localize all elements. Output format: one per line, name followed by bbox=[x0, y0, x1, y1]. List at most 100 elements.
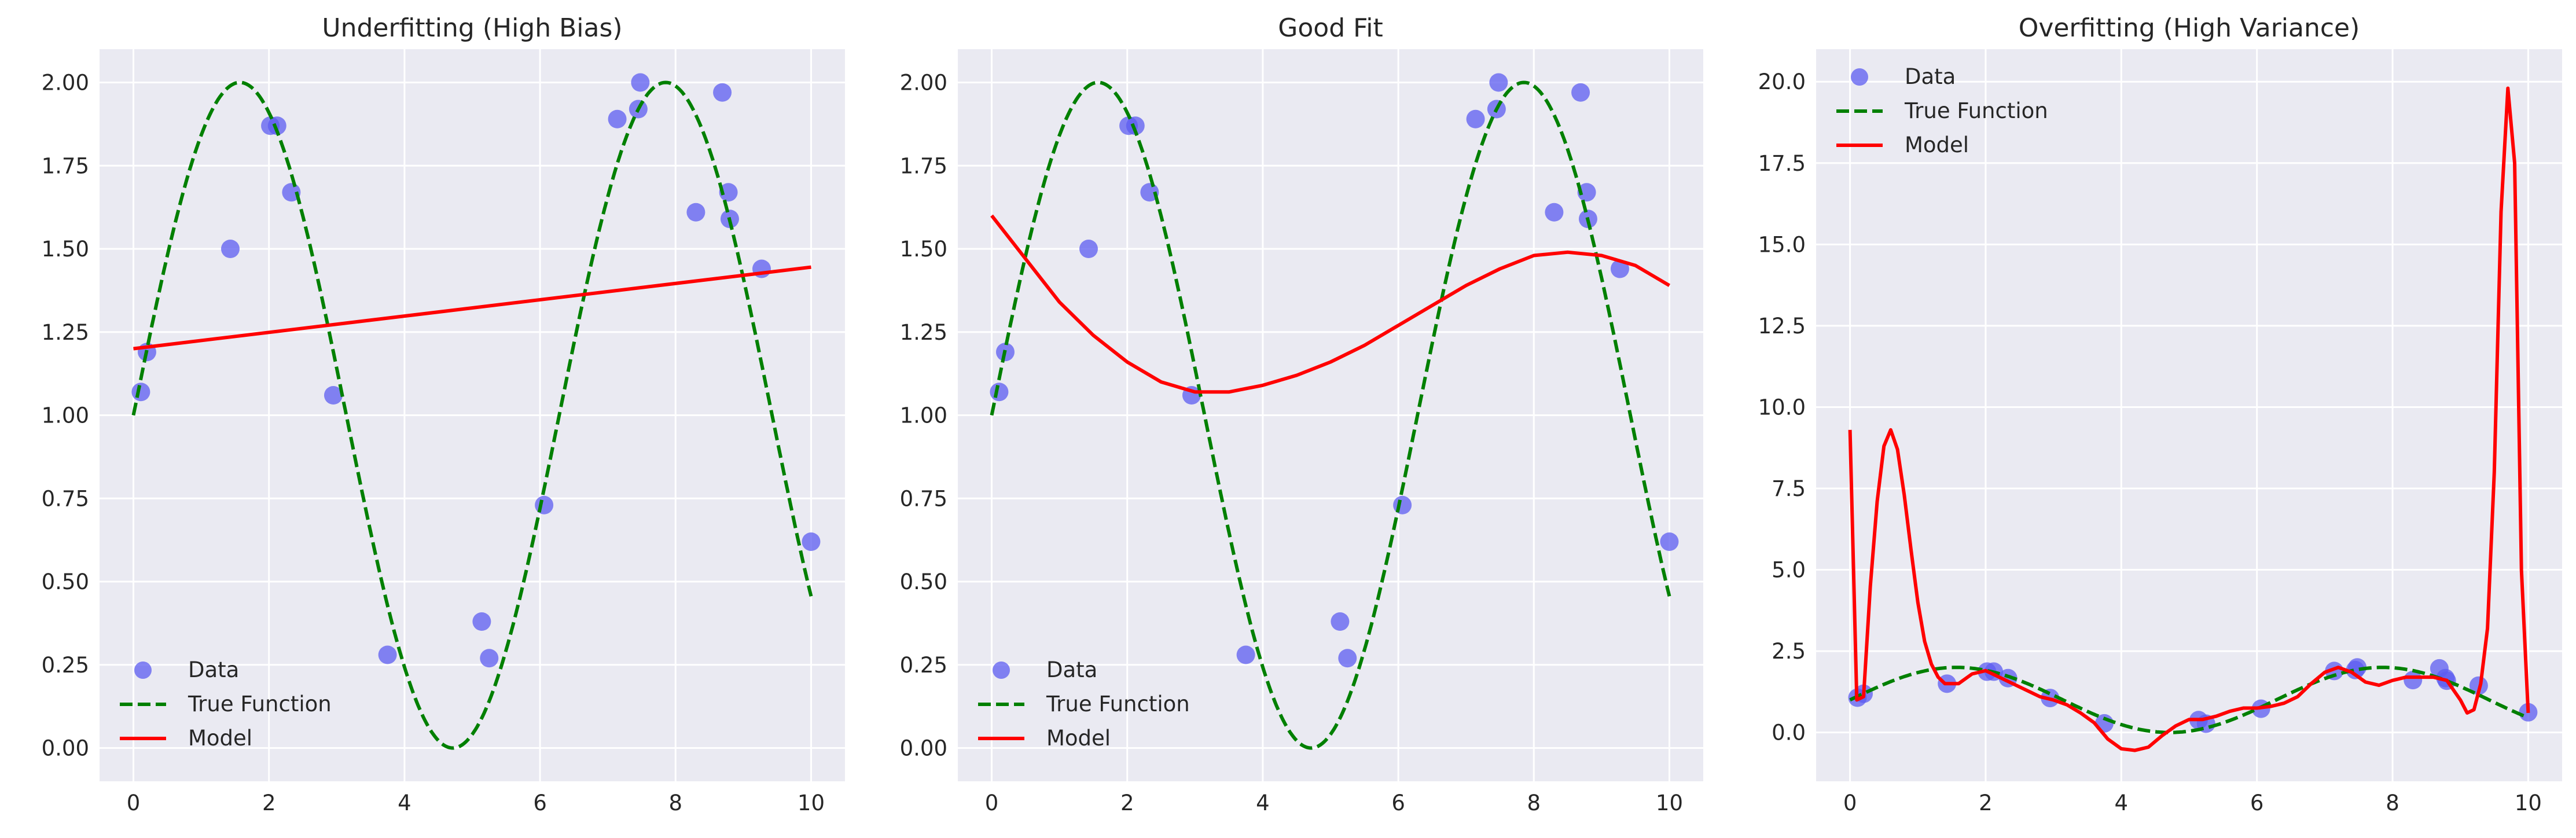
y-tick-label: 5.0 bbox=[1772, 558, 1806, 583]
data-point bbox=[378, 645, 397, 664]
model-line bbox=[1848, 86, 2530, 752]
data-point bbox=[719, 183, 738, 202]
data-point bbox=[686, 203, 705, 222]
y-tick-label: 0.00 bbox=[900, 736, 947, 761]
legend-label: Model bbox=[1046, 726, 1111, 751]
y-tick-label: 1.50 bbox=[900, 237, 947, 262]
y-tick-label: 1.25 bbox=[900, 320, 947, 345]
data-point bbox=[131, 383, 150, 402]
y-tick-label: 1.50 bbox=[42, 237, 89, 262]
data-point bbox=[472, 612, 491, 631]
x-tick-label: 8 bbox=[1527, 791, 1541, 815]
y-tick-label: 2.5 bbox=[1772, 639, 1806, 664]
y-tick-label: 1.75 bbox=[42, 153, 89, 178]
x-tick-label: 2 bbox=[1120, 791, 1134, 815]
legend: Data True Function Model bbox=[120, 657, 332, 751]
true-function-line bbox=[1849, 666, 2529, 734]
legend-label: True Function bbox=[1046, 692, 1190, 716]
y-tick-label: 20.0 bbox=[1758, 69, 1806, 94]
legend-marker bbox=[1851, 68, 1868, 86]
data-point bbox=[1338, 649, 1357, 668]
legend-label: True Function bbox=[188, 692, 332, 716]
x-tick-label: 10 bbox=[2515, 791, 2542, 815]
x-tick-label: 8 bbox=[668, 791, 682, 815]
y-tick-label: 0.0 bbox=[1772, 721, 1806, 745]
data-point bbox=[1466, 109, 1485, 128]
data-point bbox=[1660, 532, 1679, 551]
data-point bbox=[1079, 240, 1098, 258]
x-tick-label: 10 bbox=[798, 791, 825, 815]
plot-content bbox=[1848, 86, 2538, 752]
legend: Data True Function Model bbox=[1836, 64, 2048, 157]
x-tick-label: 2 bbox=[262, 791, 276, 815]
data-point bbox=[1331, 612, 1350, 631]
x-tick-label: 2 bbox=[1979, 791, 1993, 815]
x-tick-label: 6 bbox=[1391, 791, 1405, 815]
x-tick-label: 0 bbox=[985, 791, 999, 815]
legend-label: Data bbox=[1046, 657, 1097, 682]
y-tick-label: 2.00 bbox=[42, 71, 89, 95]
x-tick-label: 0 bbox=[1843, 791, 1857, 815]
y-tick-label: 0.75 bbox=[42, 486, 89, 511]
data-point bbox=[1489, 73, 1508, 92]
x-tick-label: 6 bbox=[2250, 791, 2264, 815]
data-point bbox=[221, 240, 240, 258]
data-point bbox=[631, 73, 650, 92]
panel-3: 0 2 4 6 8 10 0.0 2.5 5.0 7.5 10.0 12.5 15.0 17.5 20.0 O… bbox=[1758, 13, 2562, 815]
y-tick-label: 15.0 bbox=[1758, 232, 1806, 257]
true-function-line bbox=[990, 80, 1671, 750]
y-tick-label: 10.0 bbox=[1758, 395, 1806, 420]
data-point bbox=[1126, 116, 1145, 135]
y-tick-label: 17.5 bbox=[1758, 151, 1806, 176]
y-tick-label: 0.25 bbox=[42, 653, 89, 678]
y-tick-label: 0.75 bbox=[900, 486, 947, 511]
data-point bbox=[1545, 203, 1564, 222]
model-line bbox=[990, 214, 1671, 394]
x-tick-label: 10 bbox=[1656, 791, 1683, 815]
data-point bbox=[1610, 259, 1629, 278]
y-tick-label: 7.5 bbox=[1772, 476, 1806, 501]
chart-title: Underfitting (High Bias) bbox=[322, 13, 622, 43]
data-point bbox=[608, 109, 627, 128]
x-tick-label: 4 bbox=[2115, 791, 2129, 815]
chart-title: Overfitting (High Variance) bbox=[2019, 13, 2360, 43]
x-tick-label: 8 bbox=[2386, 791, 2399, 815]
data-point bbox=[1577, 183, 1596, 202]
model-line bbox=[133, 265, 811, 351]
y-tick-label: 1.75 bbox=[900, 153, 947, 178]
y-tick-label: 0.50 bbox=[900, 569, 947, 594]
data-point bbox=[480, 649, 499, 668]
y-tick-label: 0.00 bbox=[42, 736, 89, 761]
plot-content bbox=[990, 73, 1679, 750]
panel-2: 0 2 4 6 8 10 0.00 0.25 0.50 0.75 1.00 1.25 1.50 1.75 2… bbox=[900, 13, 1703, 815]
data-point bbox=[990, 383, 1009, 402]
legend-marker bbox=[134, 661, 152, 679]
legend-label: True Function bbox=[1904, 98, 2048, 123]
y-tick-label: 2.00 bbox=[900, 71, 947, 95]
legend-label: Data bbox=[188, 657, 239, 682]
x-tick-label: 6 bbox=[533, 791, 547, 815]
x-tick-label: 4 bbox=[1256, 791, 1270, 815]
panel-1: 0 2 4 6 8 10 0.00 0.25 0.50 0.75 1.00 1.25 1.50 1.75 2… bbox=[42, 13, 845, 815]
data-point bbox=[802, 532, 821, 551]
data-point bbox=[1140, 183, 1159, 202]
y-tick-label: 1.00 bbox=[42, 403, 89, 428]
data-point bbox=[1236, 645, 1255, 664]
legend-label: Data bbox=[1905, 64, 1956, 89]
chart-title: Good Fit bbox=[1278, 13, 1383, 43]
y-tick-label: 0.50 bbox=[42, 569, 89, 594]
data-point bbox=[267, 116, 286, 135]
data-point bbox=[324, 386, 343, 405]
x-tick-label: 0 bbox=[127, 791, 141, 815]
y-tick-label: 0.25 bbox=[900, 653, 947, 678]
true-function-line bbox=[131, 80, 813, 750]
legend-label: Model bbox=[1905, 133, 1969, 157]
data-point bbox=[282, 183, 301, 202]
plot-content bbox=[131, 73, 821, 750]
y-tick-label: 1.25 bbox=[42, 320, 89, 345]
y-tick-label: 1.00 bbox=[900, 403, 947, 428]
data-point bbox=[1571, 83, 1590, 102]
legend: Data True Function Model bbox=[978, 657, 1190, 751]
legend-label: Model bbox=[188, 726, 252, 751]
